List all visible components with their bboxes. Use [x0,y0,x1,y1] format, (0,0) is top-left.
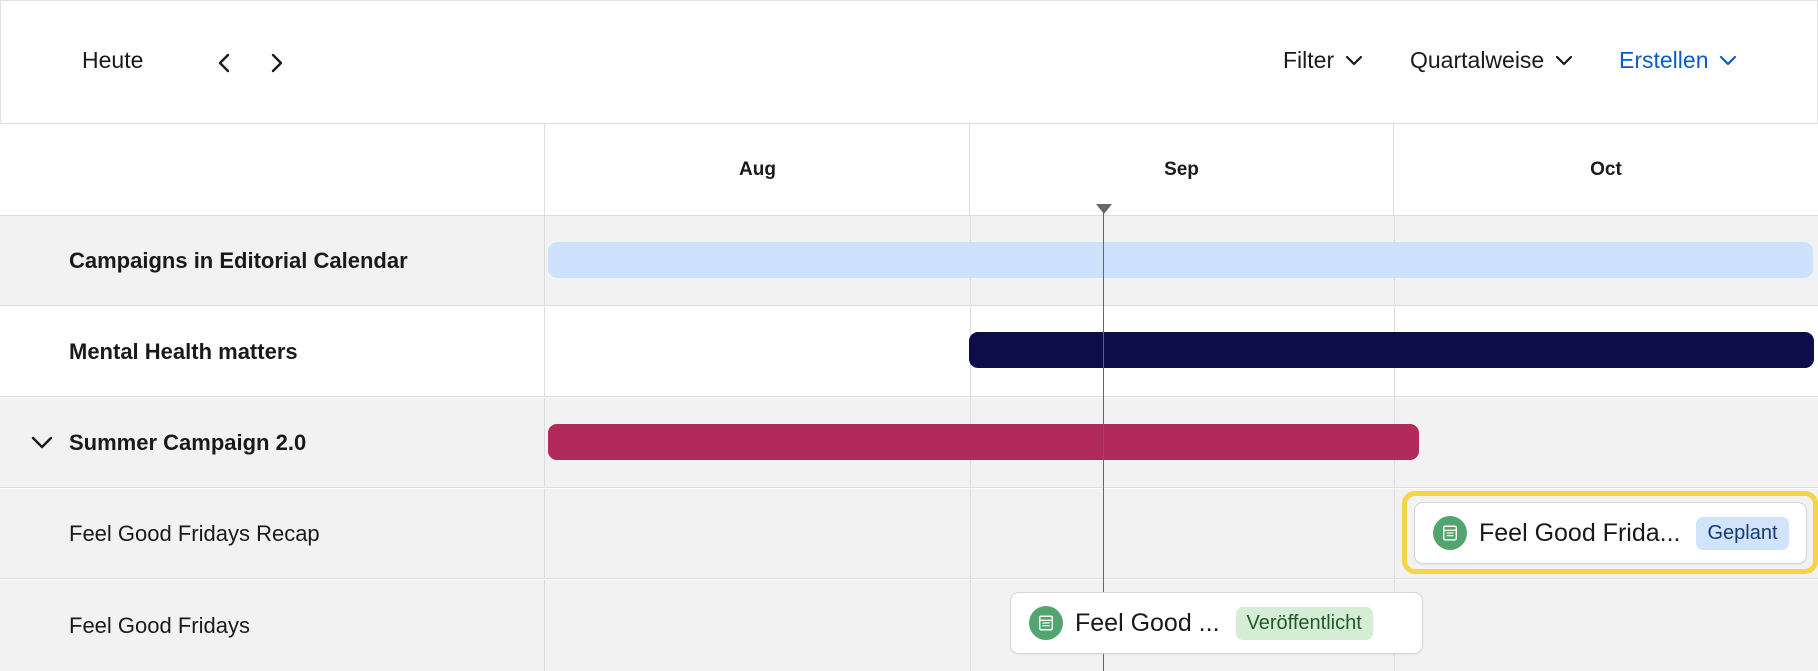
filter-button[interactable]: Filter [1283,47,1364,74]
campaign-bar-summer[interactable] [548,424,1419,460]
status-badge: Veröffentlicht [1235,606,1373,640]
chevron-left-icon[interactable] [213,51,237,75]
timeline-header: Aug Sep Oct [0,124,1818,216]
row-label: Mental Health matters [0,307,545,396]
chevron-down-icon [1346,55,1363,65]
header-spacer [0,124,545,216]
campaign-bar-mental-health[interactable] [969,332,1814,368]
campaign-bar-editorial[interactable] [548,242,1813,278]
chevron-down-icon[interactable] [30,431,54,455]
row-label: Campaigns in Editorial Calendar [0,216,545,305]
chevron-down-icon [1720,55,1737,65]
card-title: Feel Good ... [1075,608,1220,637]
table-row[interactable]: Campaigns in Editorial Calendar [0,216,1818,306]
table-row[interactable]: Feel Good Fridays [0,580,1818,671]
chevron-down-icon [1556,55,1573,65]
month-sep: Sep [970,124,1394,216]
status-badge: Geplant [1696,516,1789,550]
view-mode-label: Quartalweise [1410,47,1545,73]
filter-label: Filter [1283,47,1335,73]
content-card-recap[interactable]: Feel Good Frida... Geplant [1414,502,1807,564]
today-marker [1096,204,1112,214]
table-row[interactable]: Mental Health matters [0,307,1818,397]
content-card-fridays[interactable]: Feel Good ... Veröffentlicht [1010,592,1423,654]
today-line [1103,208,1104,671]
table-row[interactable]: Summer Campaign 2.0 [0,398,1818,488]
create-button[interactable]: Erstellen [1619,47,1738,74]
card-title: Feel Good Frida... [1479,518,1681,547]
create-label: Erstellen [1619,47,1709,73]
spreadsheet-icon [1029,606,1063,640]
row-label: Feel Good Fridays Recap [0,489,545,578]
today-button[interactable]: Heute [82,47,144,73]
view-mode-dropdown[interactable]: Quartalweise [1410,47,1574,74]
row-label: Summer Campaign 2.0 [0,398,545,487]
chevron-right-icon[interactable] [264,51,288,75]
spreadsheet-icon [1433,516,1467,550]
row-label: Feel Good Fridays [0,580,545,671]
toolbar: Heute Filter Quartalweise Erstellen [0,0,1818,124]
month-aug: Aug [546,124,970,216]
month-oct: Oct [1590,159,1622,180]
